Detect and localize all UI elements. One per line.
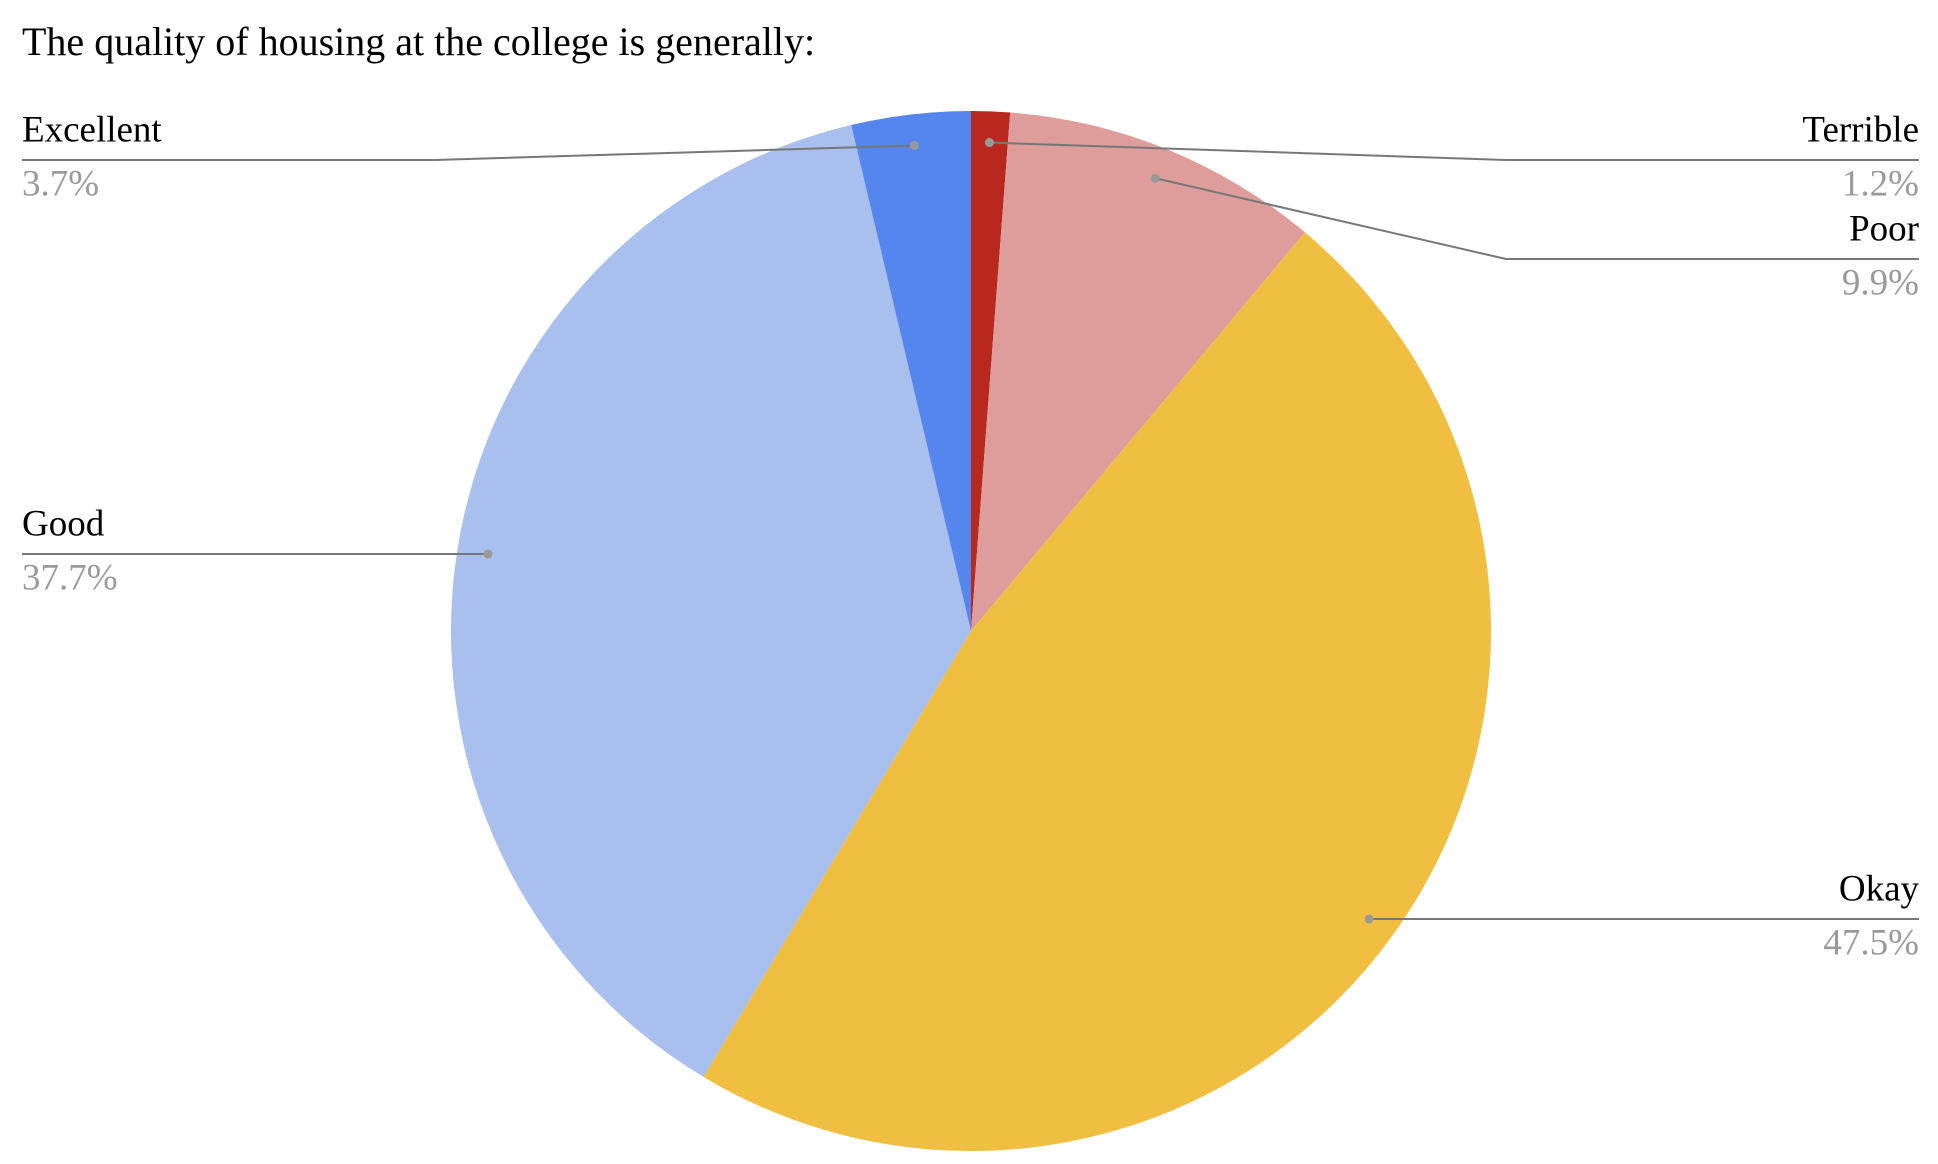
leader-line bbox=[1154, 177, 1919, 260]
leader-dot bbox=[909, 140, 919, 150]
leader-line bbox=[989, 141, 1919, 161]
chart-title: The quality of housing at the college is… bbox=[22, 19, 815, 64]
slice-value: 47.5% bbox=[1823, 922, 1919, 963]
slice-value: 9.9% bbox=[1842, 262, 1919, 303]
pie-slice bbox=[703, 232, 1491, 1151]
slice-value: 3.7% bbox=[22, 163, 99, 204]
pie-slice bbox=[451, 124, 971, 1077]
leader-line bbox=[22, 144, 915, 161]
slice-label: Okay bbox=[1839, 868, 1920, 909]
leader-dot bbox=[1150, 173, 1160, 183]
slice-label: Excellent bbox=[22, 109, 162, 150]
leader-dot bbox=[483, 549, 493, 559]
pie-slice bbox=[851, 111, 971, 631]
slice-value: 1.2% bbox=[1842, 163, 1919, 204]
leader-dot bbox=[1364, 914, 1374, 924]
slice-label: Good bbox=[22, 503, 105, 544]
slice-value: 37.7% bbox=[22, 557, 118, 598]
leader-dot bbox=[984, 138, 994, 148]
slice-label: Poor bbox=[1849, 208, 1919, 249]
slice-label: Terrible bbox=[1802, 109, 1919, 150]
pie-slice bbox=[971, 111, 1011, 631]
pie-slice bbox=[971, 112, 1305, 632]
